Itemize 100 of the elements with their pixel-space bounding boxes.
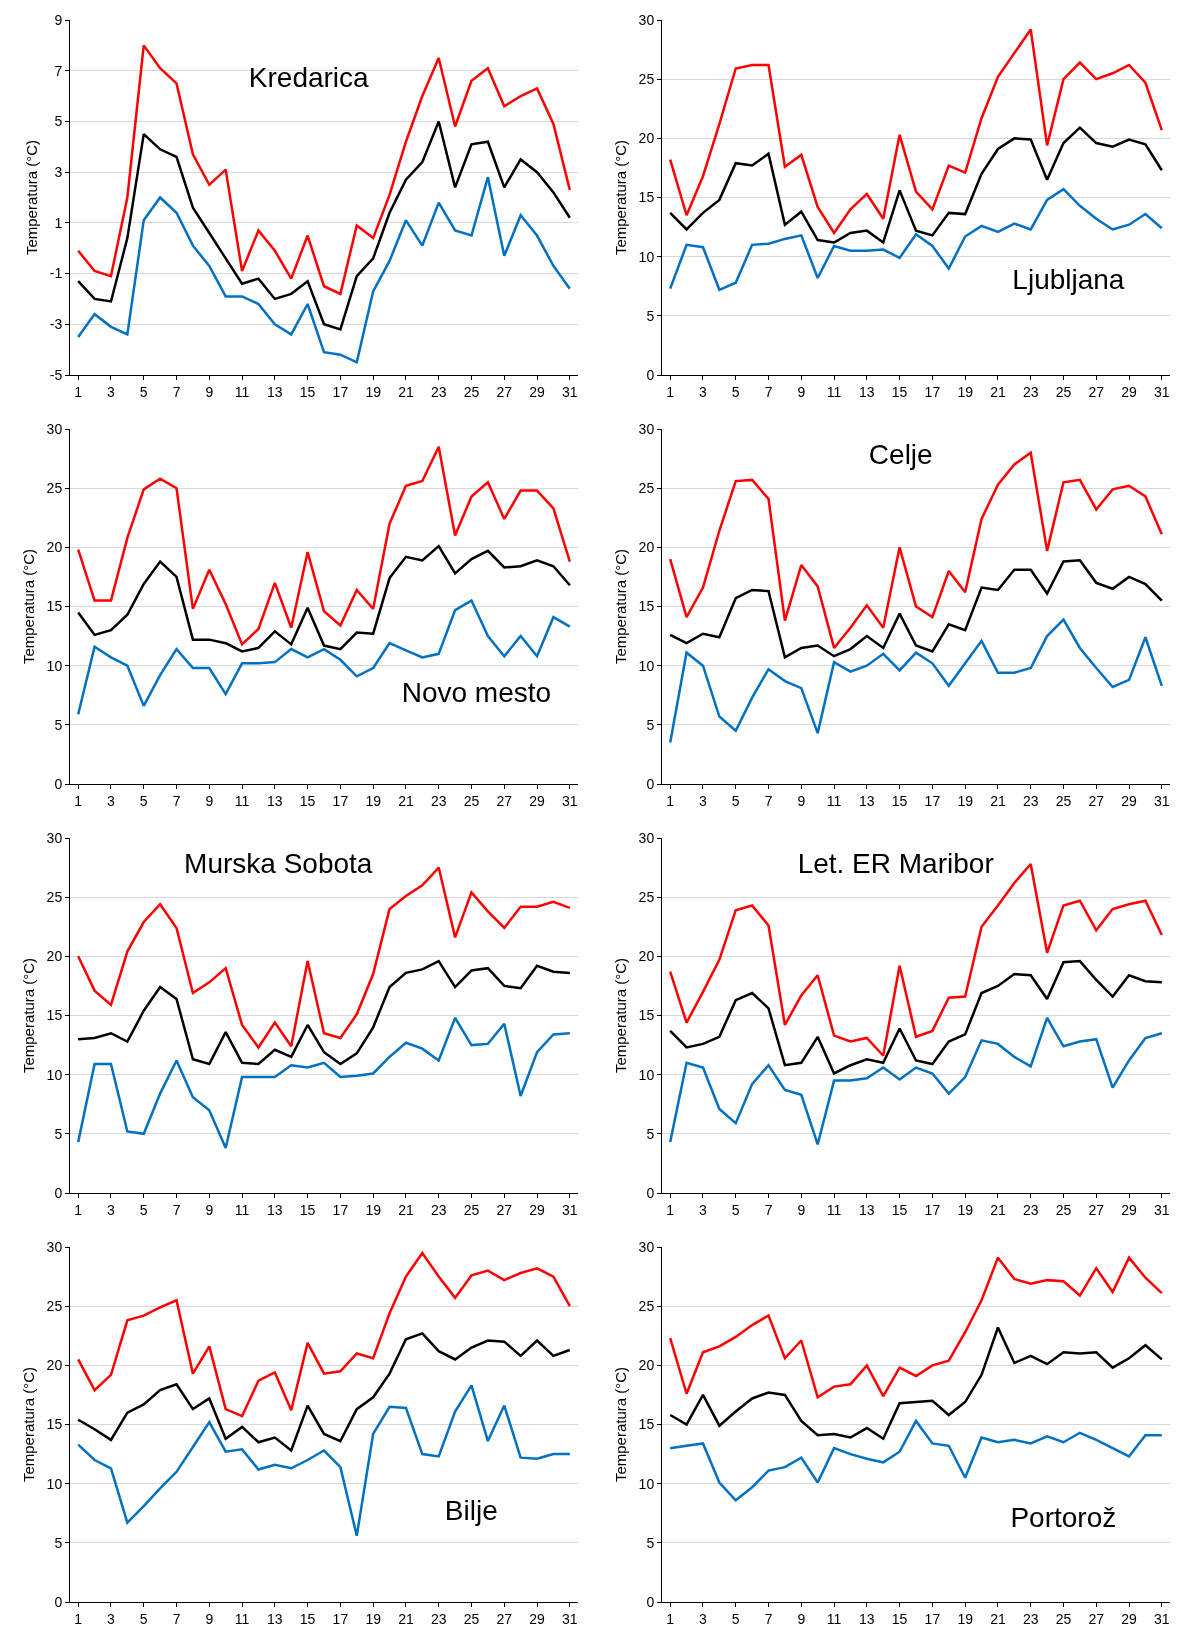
x-tick-label: 3 — [699, 792, 708, 809]
y-tick-label: 25 — [638, 480, 655, 497]
x-tick-label: 17 — [924, 1610, 941, 1627]
x-tick-label: 9 — [797, 1610, 806, 1627]
y-tick-label: -1 — [49, 265, 63, 282]
x-tick-label: 9 — [797, 1201, 806, 1218]
y-tick-label: 15 — [638, 1007, 655, 1024]
x-tick-label: 5 — [731, 383, 740, 400]
x-tick-label: 27 — [1088, 1201, 1105, 1218]
y-tick-label: 10 — [638, 657, 655, 674]
line-series — [76, 959, 572, 1066]
x-tick-label: 31 — [1154, 1610, 1170, 1627]
y-tick-label: 25 — [46, 1298, 63, 1315]
y-tick-label: 25 — [638, 889, 655, 906]
text: Portorož — [1010, 1501, 1117, 1533]
x-tick-label: 7 — [172, 383, 181, 400]
text: Ljubljana — [1012, 263, 1125, 295]
x-tick-label: 23 — [430, 1610, 447, 1627]
x-tick-label: 3 — [107, 1201, 116, 1218]
x-tick-label: 9 — [797, 792, 806, 809]
x-tick-label: 13 — [267, 1610, 283, 1627]
y-tick-label: 10 — [638, 1066, 655, 1083]
x-tick-label: 11 — [826, 1201, 842, 1218]
line-series — [668, 1419, 1164, 1502]
line-series — [668, 1016, 1164, 1146]
x-tick-label: 15 — [891, 1610, 908, 1627]
y-tick-label: 15 — [46, 598, 63, 615]
y-axis-title: Temperatura (°C) — [19, 957, 37, 1074]
y-tick-label: 15 — [638, 1416, 655, 1433]
y-tick-label: 0 — [646, 1593, 655, 1610]
text: Kredarica — [248, 61, 370, 93]
x-tick-label: 27 — [1088, 383, 1105, 400]
y-tick-label: 0 — [54, 1184, 63, 1201]
y-tick-label: 20 — [46, 948, 63, 965]
x-tick-label: 27 — [496, 383, 513, 400]
x-tick-label: 25 — [463, 792, 480, 809]
x-tick-label: 17 — [924, 383, 941, 400]
line-series — [668, 126, 1164, 244]
x-tick-label: 5 — [731, 792, 740, 809]
x-tick-label: 13 — [267, 1201, 283, 1218]
x-tick-label: 13 — [267, 792, 283, 809]
x-tick-label: 5 — [139, 792, 148, 809]
x-tick-label: 13 — [859, 1610, 875, 1627]
x-tick-label: 23 — [1022, 792, 1039, 809]
x-tick-label: 23 — [1022, 1610, 1039, 1627]
x-tick-label: 1 — [74, 1201, 83, 1218]
y-tick-label: 15 — [46, 1007, 63, 1024]
x-tick-label: 25 — [1055, 1201, 1072, 1218]
y-tick-label: 20 — [638, 1357, 655, 1374]
y-tick-label: 30 — [46, 420, 63, 437]
x-tick-label: 19 — [957, 792, 974, 809]
x-tick-label: 17 — [332, 1201, 349, 1218]
line-series — [668, 618, 1164, 744]
x-tick-label: 5 — [139, 1201, 148, 1218]
x-tick-label: 5 — [731, 1610, 740, 1627]
x-tick-label: 5 — [731, 1201, 740, 1218]
x-tick-label: 9 — [797, 383, 806, 400]
y-axis-title: Temperatura (°C) — [23, 139, 40, 256]
x-tick-label: 17 — [332, 1610, 349, 1627]
y-tick-label: 30 — [46, 829, 63, 846]
x-tick-label: 31 — [1154, 1201, 1170, 1218]
x-tick-label: 13 — [859, 1201, 875, 1218]
x-tick-label: 7 — [764, 792, 773, 809]
x-tick-label: 11 — [826, 792, 842, 809]
x-tick-label: 15 — [299, 1201, 316, 1218]
x-tick-label: 9 — [205, 792, 214, 809]
x-tick-label: 17 — [332, 792, 349, 809]
y-tick-label: 5 — [54, 716, 63, 733]
y-axis-title: Temperatura (°C) — [19, 1366, 37, 1483]
y-tick-label: 25 — [638, 71, 655, 88]
x-tick-label: 11 — [234, 1201, 250, 1218]
y-axis-title: Temperatura (°C) — [19, 548, 37, 665]
x-tick-label: 3 — [107, 383, 116, 400]
line-series — [668, 559, 1164, 659]
x-tick-label: 21 — [990, 1201, 1006, 1218]
chart-title: Celje — [868, 438, 933, 470]
y-tick-label: 10 — [46, 1475, 63, 1492]
line-series — [76, 44, 572, 296]
x-tick-label: 17 — [332, 383, 349, 400]
x-tick-label: 17 — [924, 792, 941, 809]
y-tick-label: 25 — [638, 1298, 655, 1315]
text: Novo mesto — [401, 676, 552, 708]
y-axis-title: Temperatura (°C) — [611, 548, 629, 665]
y-tick-label: -5 — [49, 366, 63, 383]
x-tick-label: 19 — [957, 383, 974, 400]
y-tick-label: 0 — [54, 775, 63, 792]
y-tick-label: 30 — [638, 11, 655, 28]
x-tick-label: 7 — [172, 1201, 181, 1218]
x-tick-label: 15 — [891, 1201, 908, 1218]
y-tick-label: 3 — [54, 164, 63, 181]
y-tick-label: 20 — [46, 539, 63, 556]
y-tick-label: 15 — [46, 1416, 63, 1433]
x-tick-label: 7 — [764, 1201, 773, 1218]
line-series — [668, 959, 1164, 1075]
x-tick-label: 11 — [234, 383, 250, 400]
y-tick-label: 15 — [638, 598, 655, 615]
x-tick-label: 13 — [859, 792, 875, 809]
y-tick-label: 20 — [638, 130, 655, 147]
y-tick-label: 15 — [638, 189, 655, 206]
x-tick-label: 25 — [463, 1610, 480, 1627]
